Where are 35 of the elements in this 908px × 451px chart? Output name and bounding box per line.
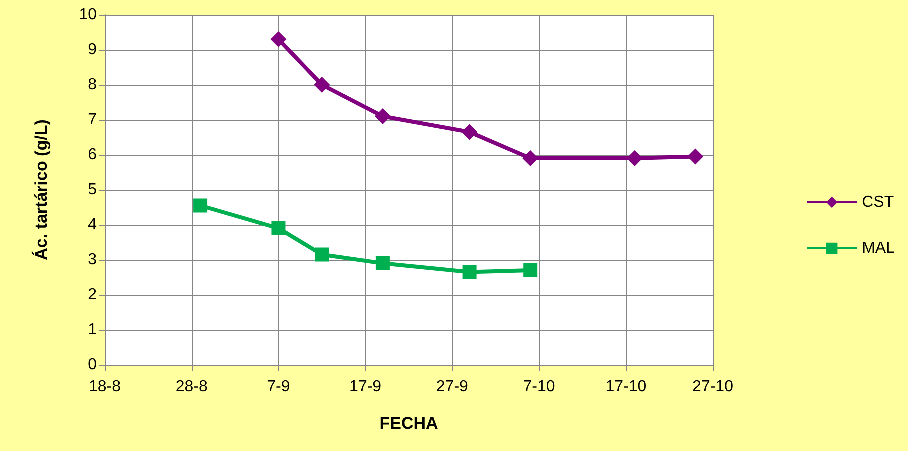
y-axis-title: Ác. tartárico (g/L): [31, 120, 51, 260]
y-tick-label: 5: [88, 182, 98, 198]
y-tick-label: 8: [88, 76, 98, 94]
x-tick-label: 17-9: [350, 378, 382, 396]
y-tick-label: 4: [88, 216, 98, 234]
y-tick-label: 10: [79, 6, 98, 24]
point: [462, 265, 477, 280]
y-tick-label: 2: [88, 286, 98, 304]
y-tick-label: 6: [88, 146, 98, 164]
point: [524, 264, 538, 278]
point: [626, 150, 643, 166]
x-tick-label: 27-9: [436, 378, 469, 396]
point: [376, 256, 390, 270]
point: [270, 32, 287, 48]
x-tick-label: 28-8: [176, 378, 208, 396]
point: [688, 148, 704, 165]
y-tick-label: 1: [88, 322, 98, 338]
x-tick-label: 27-10: [692, 378, 734, 396]
y-tick-label: 9: [88, 42, 98, 58]
x-tick-label: 7-10: [523, 378, 556, 396]
point: [315, 248, 330, 262]
x-tick-label: 18-8: [88, 378, 122, 396]
point: [374, 108, 391, 124]
legend-label: MAL: [862, 240, 896, 257]
point: [462, 124, 478, 140]
x-tick-label: 17-10: [606, 378, 647, 396]
x-axis-title: FECHA: [380, 414, 438, 433]
y-tick-label: 3: [88, 252, 98, 268]
y-tick-label: 7: [88, 112, 98, 128]
point: [314, 77, 330, 93]
point: [194, 198, 208, 213]
y-tick-label: 0: [88, 356, 98, 374]
legend-label: CST: [862, 194, 894, 211]
point: [272, 222, 286, 236]
x-tick-label: 7-9: [267, 378, 290, 396]
